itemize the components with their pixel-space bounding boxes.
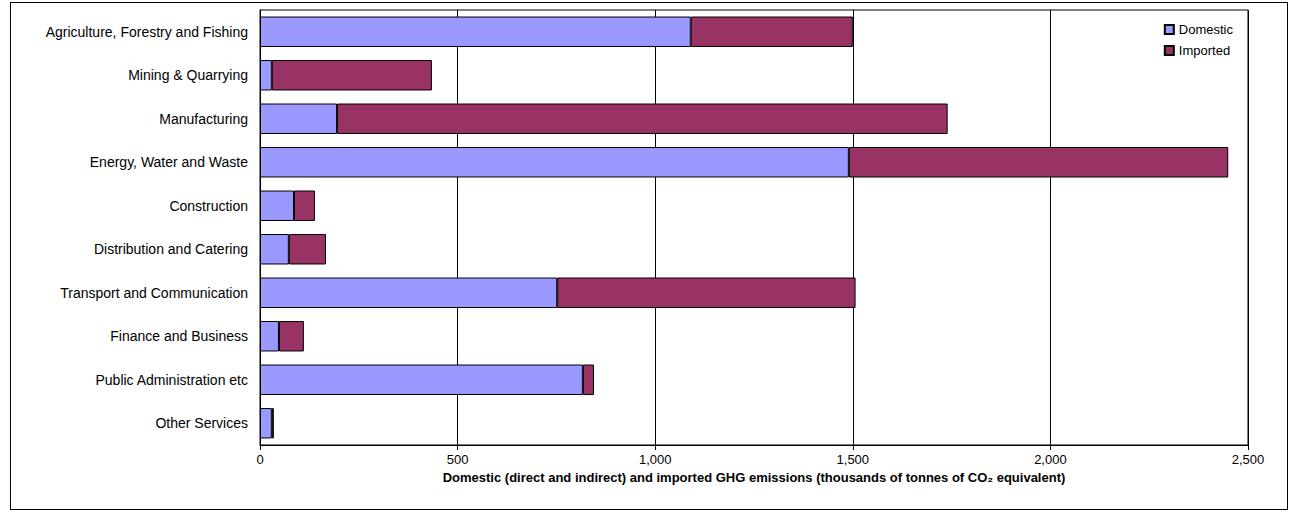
svg-text:Construction: Construction: [169, 198, 248, 214]
svg-text:Agriculture, Forestry and Fish: Agriculture, Forestry and Fishing: [46, 24, 248, 40]
svg-text:500: 500: [447, 452, 469, 467]
svg-text:1,000: 1,000: [639, 452, 672, 467]
svg-text:Imported: Imported: [1179, 43, 1230, 58]
svg-text:Other Services: Other Services: [155, 415, 248, 431]
svg-text:Finance and Business: Finance and Business: [110, 328, 248, 344]
svg-text:2,500: 2,500: [1232, 452, 1265, 467]
svg-text:Mining & Quarrying: Mining & Quarrying: [128, 67, 248, 83]
svg-text:0: 0: [256, 452, 263, 467]
svg-text:Public Administration etc: Public Administration etc: [95, 372, 248, 388]
svg-text:Transport and Communication: Transport and Communication: [60, 285, 248, 301]
svg-text:1,500: 1,500: [837, 452, 870, 467]
svg-text:Domestic (direct and indirect): Domestic (direct and indirect) and impor…: [443, 470, 1066, 485]
svg-text:Domestic: Domestic: [1179, 22, 1234, 37]
svg-text:2,000: 2,000: [1034, 452, 1067, 467]
svg-text:Manufacturing: Manufacturing: [159, 111, 248, 127]
svg-text:Distribution and Catering: Distribution and Catering: [94, 241, 248, 257]
svg-text:Energy, Water and Waste: Energy, Water and Waste: [90, 154, 248, 170]
